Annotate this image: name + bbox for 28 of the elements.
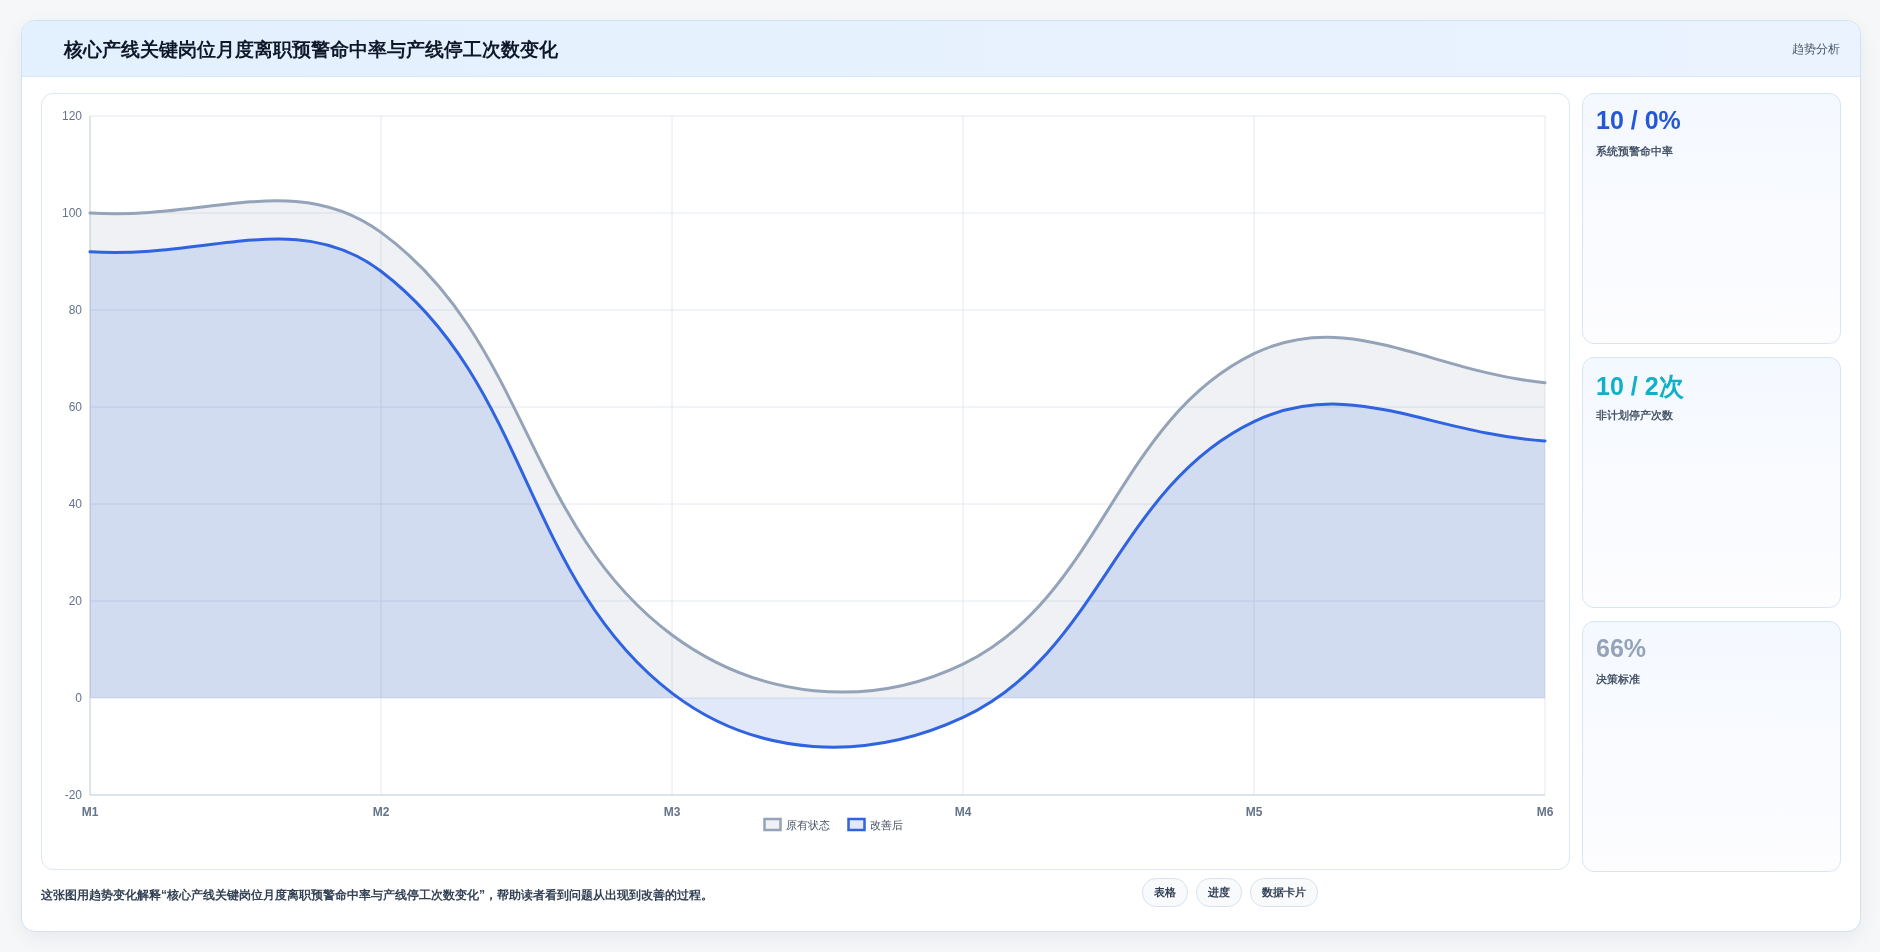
y-tick-label: 20 <box>68 594 83 608</box>
x-tick-label: M4 <box>954 805 972 819</box>
y-tick-label: -20 <box>64 788 83 802</box>
x-tick-label: M5 <box>1245 805 1263 819</box>
y-tick-label: 0 <box>75 691 83 705</box>
text: 系统预警命中率 <box>1596 144 1673 159</box>
text: 决策标准 <box>1596 672 1640 687</box>
y-tick-label: 40 <box>68 497 83 511</box>
y-tick-label: 80 <box>68 303 83 317</box>
x-tick-label: M3 <box>663 805 681 819</box>
text: 66% <box>1596 634 1647 663</box>
x-tick-label: M2 <box>372 805 390 819</box>
x-tick-label: M6 <box>1536 805 1554 819</box>
text: 非计划停产次数 <box>1596 408 1673 423</box>
text: 这张图用趋势变化解释“核心产线关键岗位月度离职预警命中率与产线停工次数变化”，帮助读者看到问题从出现到改善的过程。 <box>41 887 713 904</box>
legend-label: 原有状态 <box>785 819 830 831</box>
y-tick-label: 120 <box>61 109 83 123</box>
y-tick-label: 60 <box>68 400 83 414</box>
text: 表格 <box>1142 878 1188 907</box>
x-tick-label: M1 <box>81 805 99 819</box>
legend-label: 改善后 <box>869 819 903 831</box>
y-tick-label: 100 <box>61 206 83 220</box>
text: 进度 <box>1196 878 1242 907</box>
chart-title: 核心产线关键岗位月度离职预警命中率与产线停工次数变化 <box>64 38 558 62</box>
text: 10 / 2次 <box>1596 371 1684 402</box>
text: 数据卡片 <box>1250 878 1318 907</box>
text: 趋势分析 <box>1792 41 1840 58</box>
text: 10 / 0% <box>1596 106 1681 135</box>
